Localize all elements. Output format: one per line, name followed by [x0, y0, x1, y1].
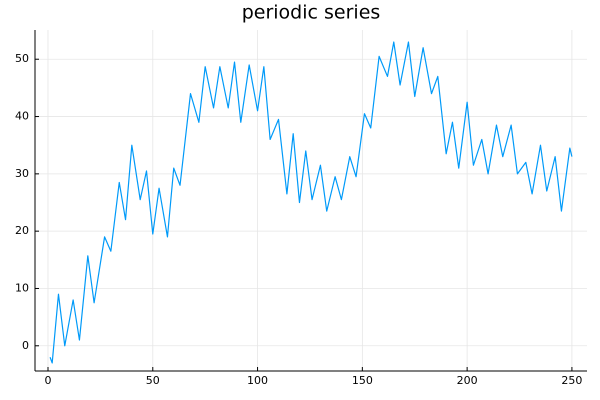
series-line	[49, 41, 573, 364]
y-tick-label: 20	[15, 224, 29, 237]
chart-title: periodic series	[242, 2, 381, 24]
x-tick-label: 250	[561, 374, 582, 387]
x-tick-label: 50	[146, 374, 160, 387]
y-tick-label: 10	[15, 281, 29, 294]
x-tick-label: 200	[457, 374, 478, 387]
y-tick-label: 0	[22, 339, 29, 352]
y-tick-label: 40	[15, 110, 29, 123]
x-tick-label: 0	[44, 374, 51, 387]
y-tick-label: 50	[15, 52, 29, 65]
x-tick-label: 150	[352, 374, 373, 387]
x-tick-label: 100	[247, 374, 268, 387]
y-tick-label: 30	[15, 167, 29, 180]
